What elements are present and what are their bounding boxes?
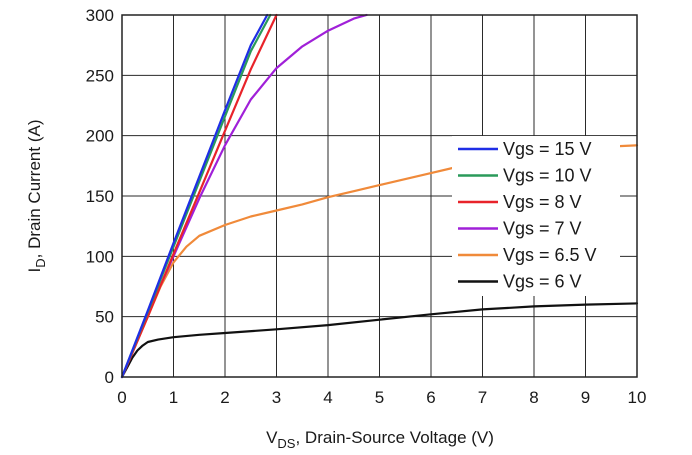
x-tick-label: 3 bbox=[272, 388, 281, 407]
legend: Vgs = 15 V Vgs = 10 V Vgs = 8 V Vgs = 7 V Vg… bbox=[452, 136, 620, 296]
x-tick-label: 5 bbox=[375, 388, 384, 407]
y-tick-label: 100 bbox=[86, 247, 114, 266]
series-layer bbox=[120, 13, 639, 379]
x-tick-label: 2 bbox=[220, 388, 229, 407]
x-tick-label: 6 bbox=[426, 388, 435, 407]
x-axis-title: VDS, Drain-Source Voltage (V) bbox=[266, 428, 494, 451]
legend-label: Vgs = 10 V bbox=[503, 166, 592, 186]
x-tick-label: 1 bbox=[169, 388, 178, 407]
legend-background bbox=[452, 136, 620, 296]
legend-label: Vgs = 15 V bbox=[503, 139, 592, 159]
x-tick-label: 7 bbox=[478, 388, 487, 407]
y-tick-label: 200 bbox=[86, 127, 114, 146]
series-line-vgs-15-v bbox=[120, 13, 269, 379]
legend-label: Vgs = 6 V bbox=[503, 272, 582, 292]
x-tick-label: 9 bbox=[581, 388, 590, 407]
series-line-vgs-6-v bbox=[120, 302, 639, 379]
legend-label: Vgs = 6.5 V bbox=[503, 245, 597, 265]
y-tick-label: 300 bbox=[86, 6, 114, 25]
y-tick-label: 250 bbox=[86, 66, 114, 85]
y-axis-title: ID, Drain Current (A) bbox=[25, 120, 48, 273]
y-tick-label: 0 bbox=[105, 368, 114, 387]
x-tick-label: 4 bbox=[323, 388, 332, 407]
y-tick-label: 150 bbox=[86, 187, 114, 206]
x-tick-label: 8 bbox=[529, 388, 538, 407]
legend-label: Vgs = 8 V bbox=[503, 192, 582, 212]
x-tick-label: 10 bbox=[628, 388, 647, 407]
y-tick-labels: 0 50 100 150 200 250 300 bbox=[86, 6, 114, 387]
legend-label: Vgs = 7 V bbox=[503, 219, 582, 239]
series-line-vgs-8-v bbox=[120, 13, 278, 379]
x-tick-labels: 0 1 2 3 4 5 6 7 8 9 10 bbox=[117, 388, 646, 407]
plot-frame bbox=[121, 14, 638, 378]
x-tick-label: 0 bbox=[117, 388, 126, 407]
y-tick-label: 50 bbox=[95, 308, 114, 327]
